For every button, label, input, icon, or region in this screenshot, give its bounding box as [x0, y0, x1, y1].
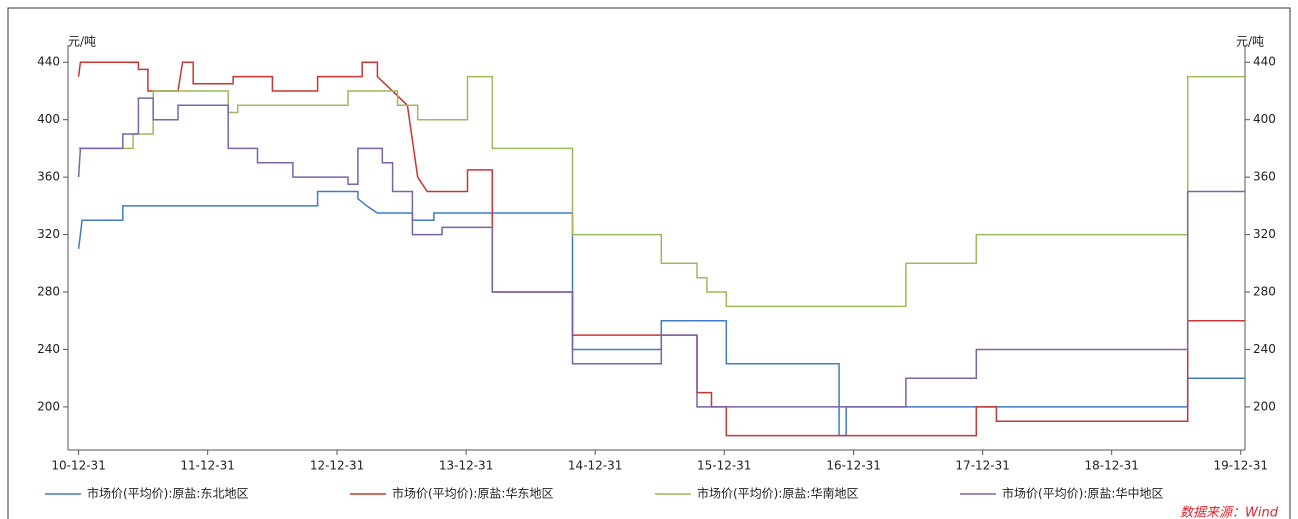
legend-label: 市场价(平均价):原盐:华东地区	[392, 486, 553, 501]
y-tick-label: 400	[37, 112, 60, 126]
y2-tick-label: 320	[1253, 227, 1276, 241]
x-tick-label: 12-12-31	[310, 459, 364, 473]
y-tick-label: 200	[37, 399, 60, 413]
y2-tick-label: 440	[1253, 55, 1276, 69]
x-tick-label: 15-12-31	[697, 459, 751, 473]
x-tick-label: 11-12-31	[180, 459, 234, 473]
series-line	[77, 61, 1245, 437]
y-tick-label: 360	[37, 170, 60, 184]
y-tick-label: 280	[37, 285, 60, 299]
x-tick-label: 18-12-31	[1084, 459, 1138, 473]
x-tick-label: 13-12-31	[439, 459, 493, 473]
source-note: 数据来源：Wind	[1180, 506, 1279, 519]
y2-axis-label: 元/吨	[1236, 35, 1264, 49]
y-tick-label: 440	[37, 55, 60, 69]
series-line	[78, 75, 1245, 308]
x-tick-label: 14-12-31	[568, 459, 622, 473]
y2-tick-label: 400	[1253, 112, 1276, 126]
y-tick-label: 320	[37, 227, 60, 241]
legend-label: 市场价(平均价):原盐:东北地区	[87, 486, 248, 501]
series-line	[77, 97, 1245, 408]
legend-label: 市场价(平均价):原盐:华南地区	[697, 486, 858, 501]
frame	[7, 7, 1291, 519]
y2-tick-label: 280	[1253, 285, 1276, 299]
series-line	[77, 190, 1245, 437]
y-tick-label: 240	[37, 342, 60, 356]
y2-tick-label: 360	[1253, 170, 1276, 184]
x-tick-label: 17-12-31	[955, 459, 1009, 473]
x-tick-label: 16-12-31	[826, 459, 880, 473]
legend: 市场价(平均价):原盐:东北地区 市场价(平均价):原盐:华东地区 市场价(平均价)…	[45, 486, 1163, 501]
legend-label: 市场价(平均价):原盐:华中地区	[1002, 486, 1163, 501]
y2-tick-label: 240	[1253, 342, 1276, 356]
y-axis-label: 元/吨	[68, 35, 96, 49]
x-tick-label: 10-12-31	[51, 459, 105, 473]
x-tick-label: 19-12-31	[1214, 459, 1268, 473]
y2-tick-label: 200	[1253, 399, 1276, 413]
